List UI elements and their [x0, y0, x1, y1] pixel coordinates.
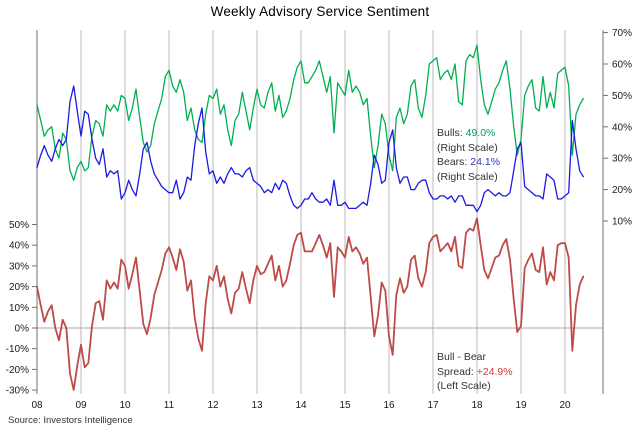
bears-legend-value: 24.1%: [470, 156, 501, 168]
spread-legend: Bull - Bear Spread: +24.9% (Left Scale): [437, 350, 513, 394]
source-note: Source: Investors Intelligence: [8, 415, 133, 426]
spread-legend-value: +24.9%: [476, 365, 513, 378]
x-axis-year-label: 19: [515, 400, 527, 411]
spread-legend-title: Bull - Bear: [437, 351, 487, 363]
right-axis-tick-label: 70%: [612, 28, 632, 39]
left-axis-tick-label: -30%: [6, 386, 29, 397]
x-axis-year-label: 08: [31, 400, 43, 411]
x-axis-year-label: 14: [295, 400, 307, 411]
x-axis-year-label: 15: [339, 400, 351, 411]
right-axis-tick-label: 40%: [612, 122, 632, 133]
bulls-bears-legend: Bulls: 49.0% (Right Scale) Bears: 24.1% …: [437, 126, 500, 184]
x-axis-year-label: 11: [164, 400, 175, 411]
right-axis-tick-label: 20%: [612, 185, 632, 196]
right-axis-tick-label: 10%: [612, 217, 632, 228]
x-axis-year-label: 16: [383, 400, 395, 411]
left-axis-tick-label: 20%: [9, 282, 29, 293]
x-axis-year-label: 09: [75, 400, 87, 411]
left-axis-tick-label: -20%: [6, 365, 29, 376]
x-axis-year-label: 13: [251, 400, 263, 411]
x-axis-year-label: 20: [559, 400, 571, 411]
left-axis-tick-label: 0%: [15, 324, 30, 335]
right-axis-tick-label: 30%: [612, 154, 632, 165]
x-axis-year-label: 12: [207, 400, 219, 411]
bears-line: [36, 85, 584, 213]
bulls-legend-label: Bulls:: [437, 127, 463, 139]
x-axis-year-label: 18: [471, 400, 483, 411]
chart-title: Weekly Advisory Service Sentiment: [210, 4, 430, 19]
left-axis-tick-label: 30%: [9, 261, 29, 272]
bears-legend-label: Bears:: [437, 156, 468, 168]
left-axis-tick-label: 40%: [9, 241, 29, 252]
left-axis-tick-label: -10%: [6, 344, 29, 355]
spread-legend-scale: (Left Scale): [437, 380, 491, 392]
x-axis-year-label: 10: [119, 400, 131, 411]
bull-bear-spread-line: [36, 217, 585, 392]
bears-legend-line: Bears: 24.1%: [437, 155, 500, 170]
bulls-legend-scale: (Right Scale): [437, 141, 498, 154]
left-axis-tick-label: 10%: [9, 303, 29, 314]
x-axis-year-label: 17: [427, 400, 439, 411]
bulls-legend-value: 49.0%: [465, 127, 496, 139]
right-axis-tick-label: 50%: [612, 91, 632, 102]
bulls-line: [36, 44, 584, 181]
bears-legend-scale: (Right Scale): [437, 170, 498, 183]
left-axis-tick-label: 50%: [9, 220, 29, 231]
spread-legend-label: Spread:: [437, 365, 474, 378]
right-axis-tick-label: 60%: [612, 60, 632, 71]
bulls-legend-line: Bulls: 49.0%: [437, 126, 500, 141]
spread-legend-line: Spread: +24.9%: [437, 365, 513, 380]
